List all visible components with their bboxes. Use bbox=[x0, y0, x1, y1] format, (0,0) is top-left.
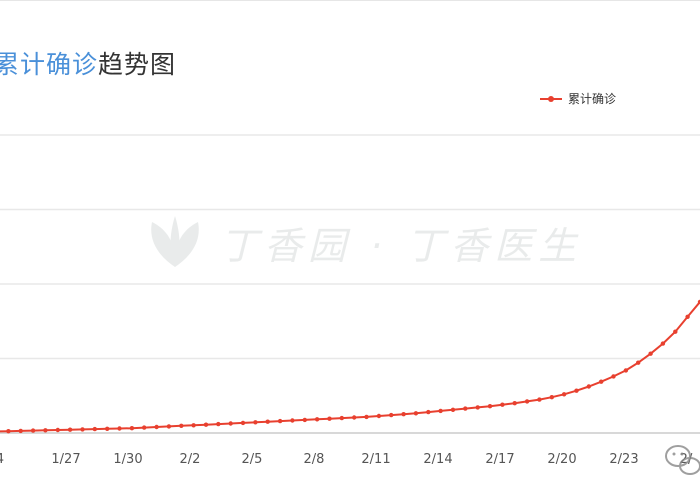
data-point[interactable] bbox=[314, 417, 320, 422]
data-point[interactable] bbox=[636, 360, 641, 365]
data-point[interactable] bbox=[253, 420, 258, 425]
data-point[interactable] bbox=[401, 412, 406, 417]
data-point[interactable] bbox=[673, 329, 678, 334]
data-point[interactable] bbox=[463, 406, 468, 411]
data-point[interactable] bbox=[352, 415, 357, 420]
data-point[interactable] bbox=[203, 422, 209, 427]
data-point[interactable] bbox=[549, 395, 554, 400]
data-point[interactable] bbox=[561, 392, 567, 397]
data-point[interactable] bbox=[129, 426, 135, 431]
data-point[interactable] bbox=[216, 421, 221, 427]
data-point[interactable] bbox=[450, 407, 456, 412]
data-point[interactable] bbox=[611, 374, 616, 379]
data-point[interactable] bbox=[364, 414, 369, 420]
data-point[interactable] bbox=[339, 415, 344, 421]
data-point[interactable] bbox=[500, 402, 505, 407]
series-line bbox=[0, 301, 700, 433]
data-point[interactable] bbox=[105, 426, 110, 431]
data-point[interactable] bbox=[18, 428, 23, 434]
x-tick-label: 2/14 bbox=[423, 452, 452, 467]
data-point[interactable] bbox=[599, 379, 604, 384]
data-point[interactable] bbox=[524, 399, 530, 404]
data-point[interactable] bbox=[43, 428, 48, 433]
data-point[interactable] bbox=[30, 428, 36, 433]
data-point[interactable] bbox=[389, 412, 394, 418]
data-point[interactable] bbox=[240, 420, 246, 426]
data-point[interactable] bbox=[142, 425, 147, 430]
data-point[interactable] bbox=[228, 421, 233, 426]
data-point[interactable] bbox=[660, 341, 666, 346]
data-point[interactable] bbox=[80, 427, 85, 432]
x-tick-label: 2/23 bbox=[609, 452, 638, 467]
data-point[interactable] bbox=[648, 351, 653, 356]
data-point[interactable] bbox=[697, 299, 700, 305]
data-point[interactable] bbox=[191, 423, 196, 428]
legend[interactable]: 累计确诊 bbox=[540, 90, 616, 107]
data-point[interactable] bbox=[117, 426, 122, 431]
data-point[interactable] bbox=[327, 416, 332, 421]
x-tick-label: 2/5 bbox=[242, 452, 263, 467]
watermark-text: 丁香园 · 丁香医生 bbox=[220, 223, 583, 268]
data-point[interactable] bbox=[67, 427, 73, 432]
watermark: 丁香园 · 丁香医生 bbox=[140, 212, 582, 272]
data-point[interactable] bbox=[586, 384, 591, 389]
data-point[interactable] bbox=[55, 427, 60, 433]
data-point[interactable] bbox=[6, 429, 11, 434]
legend-label: 累计确诊 bbox=[568, 92, 617, 106]
leaf-logo-icon bbox=[151, 216, 199, 267]
data-point[interactable] bbox=[487, 404, 493, 409]
x-tick-label: 2/8 bbox=[304, 452, 325, 467]
data-point[interactable] bbox=[475, 405, 480, 410]
data-point[interactable] bbox=[179, 423, 184, 428]
legend-line-icon bbox=[540, 94, 562, 104]
data-point[interactable] bbox=[512, 401, 517, 406]
data-point[interactable] bbox=[290, 418, 295, 423]
x-tick-label: 2/20 bbox=[547, 452, 576, 467]
data-point[interactable] bbox=[537, 397, 542, 402]
data-point[interactable] bbox=[574, 388, 579, 393]
x-tick-label: 4 bbox=[0, 452, 4, 467]
data-point[interactable] bbox=[302, 417, 307, 423]
data-point[interactable] bbox=[265, 419, 270, 424]
x-tick-label: 2/11 bbox=[361, 452, 390, 467]
data-point[interactable] bbox=[277, 418, 283, 424]
x-tick-label: 1/30 bbox=[113, 452, 142, 467]
data-point[interactable] bbox=[623, 368, 629, 373]
x-tick-label: 2/2 bbox=[180, 452, 201, 467]
data-point[interactable] bbox=[166, 424, 172, 429]
x-tick-label: 2/17 bbox=[485, 452, 514, 467]
chart-title: 累计确诊趋势图 bbox=[0, 45, 176, 81]
chart-title-highlight: 累计确诊 bbox=[0, 50, 99, 79]
data-point[interactable] bbox=[376, 413, 382, 419]
data-point[interactable] bbox=[438, 408, 443, 414]
x-tick-label: 1/27 bbox=[51, 452, 80, 467]
data-point[interactable] bbox=[685, 314, 690, 319]
data-point[interactable] bbox=[413, 411, 419, 416]
chart-title-rest: 趋势图 bbox=[98, 50, 177, 79]
wechat-badge-icon bbox=[665, 445, 700, 475]
data-point[interactable] bbox=[426, 409, 431, 415]
data-point[interactable] bbox=[92, 426, 98, 432]
data-point[interactable] bbox=[154, 424, 159, 430]
